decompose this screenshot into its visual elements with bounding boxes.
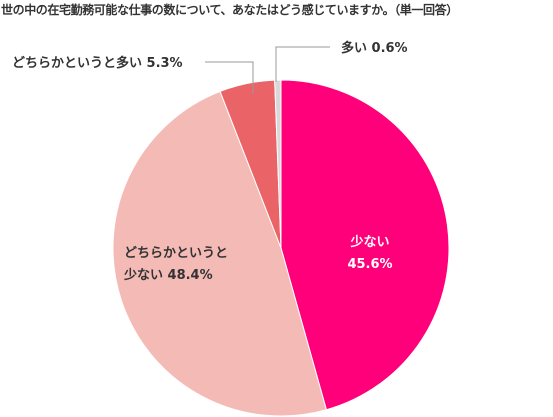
slice-label-ooi: 多い 0.6%	[341, 40, 408, 56]
slice-label-dochiraka-sukunai: どちらかというと	[124, 246, 228, 261]
leader-line-ooi	[275, 46, 330, 82]
pie-slice-ooi	[274, 79, 282, 249]
slice-value-dochiraka-sukunai: 少ない 48.4%	[123, 267, 213, 283]
slice-label-dochiraka-ooi: どちらかというと多い 5.3%	[12, 55, 183, 71]
chart-title: 世の中の在宅勤務可能な仕事の数について、あなたはどう感じていますか。（単一回答）	[1, 3, 458, 17]
slice-value-sukunai: 45.6%	[347, 257, 392, 272]
pie-slice-dochiraka-sukunai	[112, 90, 328, 417]
pie-slice-sukunai	[280, 79, 450, 411]
leader-line-dochiraka-ooi	[205, 61, 254, 94]
slice-label-sukunai: 少ない	[349, 234, 389, 250]
pie-slices	[112, 79, 450, 417]
